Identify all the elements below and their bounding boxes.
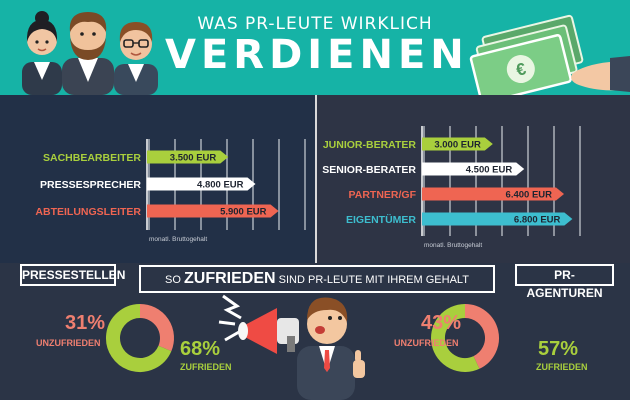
bar-category-label: JUNIOR-BERATER: [323, 139, 417, 151]
bar-category-label: PRESSESPRECHER: [40, 179, 141, 191]
bar-category-label: EIGENTÜMER: [346, 213, 416, 226]
footer-strip: [0, 400, 630, 412]
pr-agenturen-zufrieden-pct: 57%: [538, 338, 579, 360]
donut-slice-unzufrieden: [139, 304, 174, 352]
right-panel: [316, 95, 630, 263]
woman-icon: [22, 11, 62, 95]
banner-pre: SO: [165, 274, 181, 286]
bar-category-label: SACHBEARBEITER: [43, 152, 141, 164]
donut-pressestellen: [106, 304, 174, 372]
bar-senior-berater: [422, 162, 525, 176]
pr-agenturen-zufrieden-label: ZUFRIEDEN: [536, 362, 588, 372]
bar-category-label: ABTEILUNGSLEITER: [35, 206, 141, 218]
donut-slice-zufrieden: [106, 304, 172, 372]
pr-agenturen-unzufrieden-pct: 43%: [421, 312, 462, 334]
bar-value-label: 3.500 EUR: [170, 153, 217, 164]
pressestellen-unzufrieden-label: UNZUFRIEDEN: [36, 338, 101, 348]
banner-highlight: ZUFRIEDEN: [184, 270, 276, 287]
bar-value-label: 5.900 EUR: [220, 207, 267, 218]
bar-junior-berater: [422, 137, 493, 151]
header: WAS PR-LEUTE WIRKLICH VERDIENEN €: [0, 0, 630, 95]
donut-slice-unzufrieden: [464, 304, 499, 369]
bar-value-label: 6.800 EUR: [514, 215, 561, 226]
panel-divider: [315, 95, 317, 263]
shout-lines-icon: [218, 294, 242, 342]
bar-category-label: PARTNER/GF: [349, 189, 417, 201]
bar-pressesprecher: [147, 177, 256, 191]
pressestellen-zufrieden-pct: 68%: [180, 338, 221, 360]
pressestellen-label: PRESSESTELLEN: [20, 264, 125, 286]
bearded-man-icon: [62, 12, 114, 95]
pr-agenturen-label: PR-AGENTUREN: [515, 264, 614, 300]
bar-value-label: 3.000 EUR: [434, 140, 481, 151]
megaphone-man-illustration: [218, 294, 365, 400]
bar-chart-pressestellen: SACHBEARBEITER 3.500 EUR PRESSESPRECHER 4.8…: [35, 139, 306, 243]
satisfaction-banner: SO ZUFRIEDEN SIND PR-LEUTE MIT IHREM GEH…: [139, 265, 495, 293]
axis-xlabel: monatl. Bruttogehalt: [424, 242, 482, 249]
bar-chart-pr-agenturen: JUNIOR-BERATER 3.000 EUR SENIOR-BERATER 4.5…: [322, 126, 581, 249]
people-illustration: [22, 11, 158, 95]
title-small: WAS PR-LEUTE WIRKLICH: [197, 14, 433, 34]
megaphone-icon: [238, 308, 299, 354]
bar-value-label: 6.400 EUR: [506, 190, 553, 201]
bar-value-label: 4.800 EUR: [197, 180, 244, 191]
pressestellen-unzufrieden-pct: 31%: [65, 312, 106, 334]
businessman-icon: [297, 297, 365, 400]
donut-slice-zufrieden: [431, 304, 480, 372]
bar-value-label: 4.500 EUR: [466, 165, 513, 176]
bar-eigent-mer: [422, 212, 573, 226]
glasses-man-icon: [114, 22, 158, 95]
title-big: VERDIENEN: [165, 32, 469, 78]
banner-post: SIND PR-LEUTE MIT IHREM GEHALT: [278, 274, 469, 286]
bar-abteilungsleiter: [147, 204, 279, 218]
money-hand-icon: €: [469, 14, 630, 95]
bar-partner-gf: [422, 187, 565, 201]
pr-agenturen-unzufrieden-label: UNZUFRIEDEN: [394, 338, 459, 348]
donut-pr-agenturen: [431, 304, 499, 372]
pressestellen-zufrieden-label: ZUFRIEDEN: [180, 362, 232, 372]
bar-category-label: SENIOR-BERATER: [322, 164, 416, 176]
bar-sachbearbeiter: [147, 150, 229, 164]
axis-xlabel: monatl. Bruttogehalt: [149, 236, 207, 243]
